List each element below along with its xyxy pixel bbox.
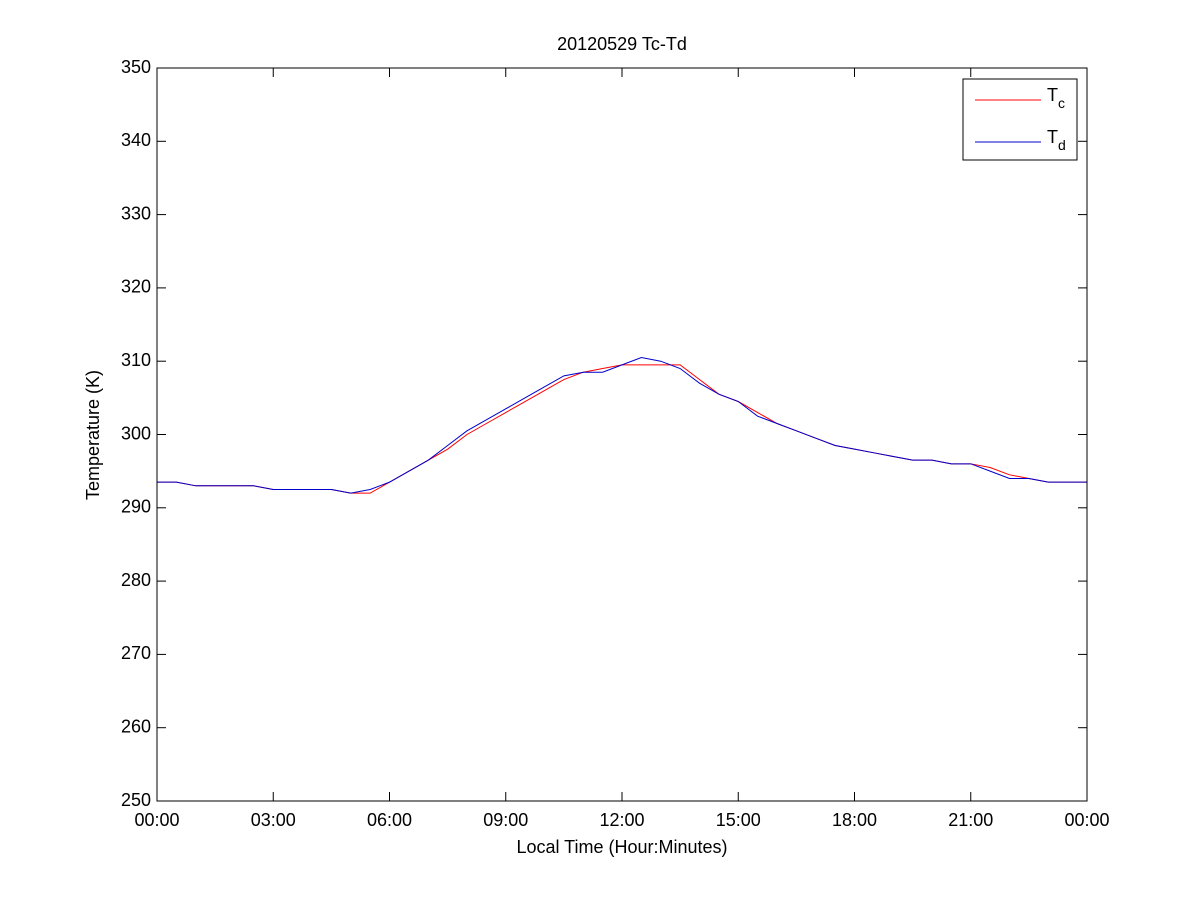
y-tick-label: 320: [121, 277, 151, 297]
legend-label: Td: [1047, 127, 1066, 153]
y-tick-label: 310: [121, 350, 151, 370]
legend-box: [962, 78, 1078, 161]
series-line: [157, 357, 1087, 494]
x-axis-label: Local Time (Hour:Minutes): [516, 837, 727, 857]
x-tick-label: 09:00: [483, 810, 528, 830]
x-tick-label: 18:00: [832, 810, 877, 830]
y-tick-label: 350: [121, 57, 151, 77]
y-axis-label: Temperature (K): [83, 370, 103, 500]
x-tick-label: 15:00: [716, 810, 761, 830]
x-tick-label: 03:00: [251, 810, 296, 830]
y-tick-label: 280: [121, 570, 151, 590]
y-tick-label: 270: [121, 643, 151, 663]
x-tick-label: 12:00: [599, 810, 644, 830]
y-tick-label: 250: [121, 790, 151, 810]
y-tick-label: 330: [121, 203, 151, 223]
plot-frame: [156, 67, 1088, 802]
legend-label: Tc: [1047, 85, 1065, 111]
x-tick-label: 21:00: [948, 810, 993, 830]
x-tick-label: 00:00: [1064, 810, 1109, 830]
x-tick-label: 00:00: [134, 810, 179, 830]
y-tick-label: 260: [121, 716, 151, 736]
y-tick-label: 340: [121, 130, 151, 150]
x-tick-label: 06:00: [367, 810, 412, 830]
y-tick-label: 300: [121, 423, 151, 443]
chart-title: 20120529 Tc-Td: [557, 34, 687, 54]
y-tick-label: 290: [121, 497, 151, 517]
